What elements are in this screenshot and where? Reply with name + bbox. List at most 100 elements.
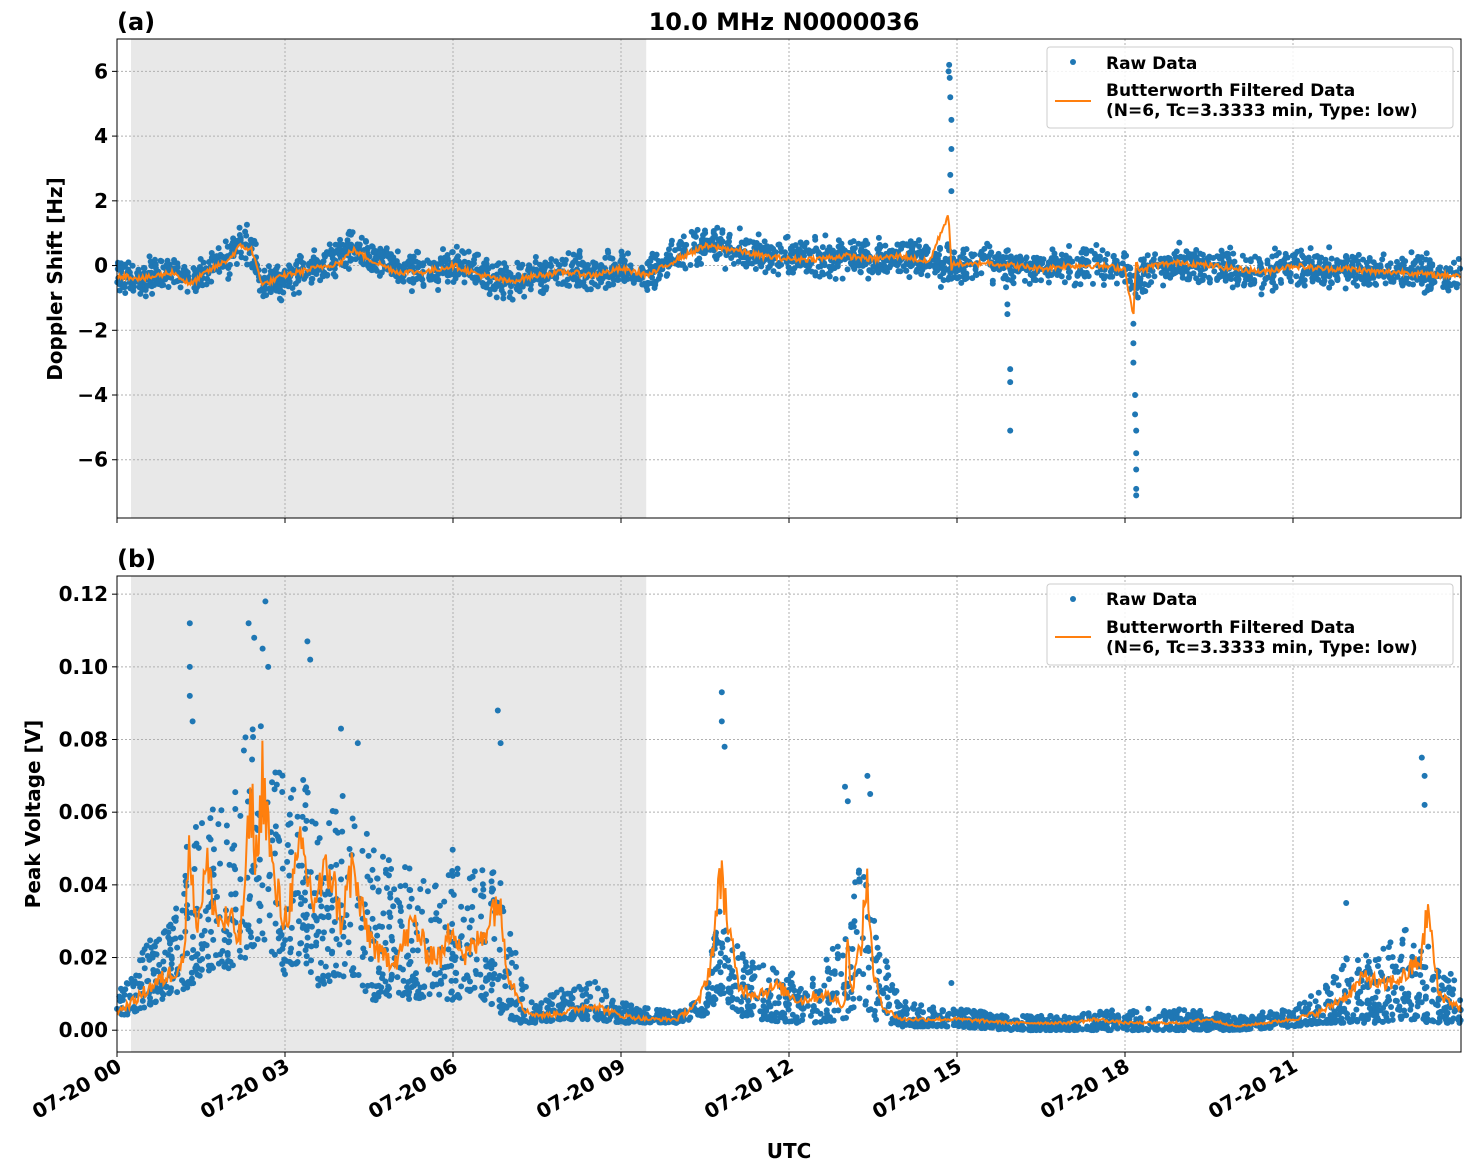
raw-data-point (436, 991, 443, 998)
raw-data-point (1320, 280, 1327, 287)
raw-data-point (1139, 286, 1146, 293)
raw-data-point (1442, 281, 1449, 288)
raw-data-point (458, 903, 465, 910)
raw-data-point (1425, 943, 1432, 950)
y-tick-label: 0 (94, 254, 108, 278)
raw-data-point (247, 893, 254, 900)
raw-data-point (483, 261, 490, 268)
raw-data-point (687, 262, 694, 269)
raw-data-point (1004, 311, 1011, 318)
raw-data-point (450, 279, 457, 286)
raw-data-point (887, 262, 894, 269)
raw-data-point (509, 296, 516, 303)
raw-data-point (565, 250, 572, 257)
raw-data-point (449, 920, 456, 927)
raw-data-point (1430, 986, 1437, 993)
raw-data-point (583, 990, 590, 997)
raw-data-point (1061, 279, 1068, 286)
raw-data-point (473, 956, 480, 963)
raw-data-point (1157, 256, 1164, 263)
raw-data-point (126, 279, 133, 286)
raw-data-point (988, 249, 995, 256)
raw-data-point (506, 946, 513, 953)
raw-data-point (722, 265, 729, 272)
raw-data-point (602, 254, 609, 261)
raw-data-point (437, 255, 444, 262)
raw-data-point (835, 237, 842, 244)
raw-data-point (676, 241, 683, 248)
raw-data-point (224, 243, 231, 250)
raw-data-point (1335, 982, 1342, 989)
raw-data-point (250, 734, 257, 741)
raw-data-point (114, 259, 121, 266)
raw-data-point (937, 283, 944, 290)
raw-data-point (508, 997, 515, 1004)
raw-data-point (657, 272, 664, 279)
legend: Raw Data Butterworth Filtered Data (N=6, … (1046, 46, 1454, 129)
raw-data-point (694, 261, 701, 268)
raw-data-point (1241, 280, 1248, 287)
raw-data-point (916, 237, 923, 244)
raw-data-point (1421, 289, 1428, 296)
raw-data-point (784, 233, 791, 240)
raw-data-point (193, 840, 200, 847)
raw-data-point (342, 263, 349, 270)
raw-data-point (1385, 993, 1392, 1000)
raw-data-point (362, 988, 369, 995)
raw-data-point (1334, 276, 1341, 283)
raw-data-point (821, 982, 828, 989)
raw-data-point (136, 972, 143, 979)
raw-data-point (766, 977, 773, 984)
raw-data-point (339, 828, 346, 835)
raw-data-point (245, 922, 252, 929)
raw-data-point (266, 912, 273, 919)
raw-data-point (1027, 271, 1034, 278)
raw-data-point (519, 995, 526, 1002)
raw-data-point (1133, 427, 1140, 434)
raw-data-point (621, 257, 628, 264)
raw-data-point (532, 1018, 539, 1025)
raw-data-point (191, 866, 198, 873)
raw-data-point (243, 221, 250, 228)
raw-data-point (333, 861, 340, 868)
raw-data-point (1185, 276, 1192, 283)
raw-data-point (636, 1007, 643, 1014)
raw-data-point (1113, 257, 1120, 264)
raw-data-point (363, 830, 370, 837)
raw-data-point (190, 980, 197, 987)
raw-data-point (1217, 1011, 1224, 1018)
raw-data-point (835, 1007, 842, 1014)
raw-data-point (932, 269, 939, 276)
raw-data-point (493, 280, 500, 287)
raw-data-point (1447, 970, 1454, 977)
raw-data-point (757, 1008, 764, 1015)
raw-data-point (712, 253, 719, 260)
raw-data-point (120, 284, 127, 291)
raw-data-point (313, 942, 320, 949)
raw-data-point (1133, 485, 1140, 492)
raw-data-point (668, 237, 675, 244)
raw-data-point (1205, 274, 1212, 281)
raw-data-point (437, 260, 444, 267)
raw-data-point (121, 991, 128, 998)
raw-data-point (1341, 1005, 1348, 1012)
raw-data-point (564, 276, 571, 283)
raw-data-point (1392, 997, 1399, 1004)
raw-data-point (857, 248, 864, 255)
raw-data-point (918, 253, 925, 260)
raw-data-point (479, 867, 486, 874)
raw-data-point (222, 238, 229, 245)
raw-data-point (173, 905, 180, 912)
raw-data-point (439, 270, 446, 277)
raw-data-point (345, 230, 352, 237)
raw-data-point (942, 255, 949, 262)
raw-data-point (728, 971, 735, 978)
raw-data-point (1312, 998, 1319, 1005)
raw-data-point (483, 963, 490, 970)
raw-data-point (1190, 252, 1197, 259)
raw-data-point (394, 248, 401, 255)
raw-data-point (906, 274, 913, 281)
raw-data-point (1058, 251, 1065, 258)
raw-data-point (874, 246, 881, 253)
